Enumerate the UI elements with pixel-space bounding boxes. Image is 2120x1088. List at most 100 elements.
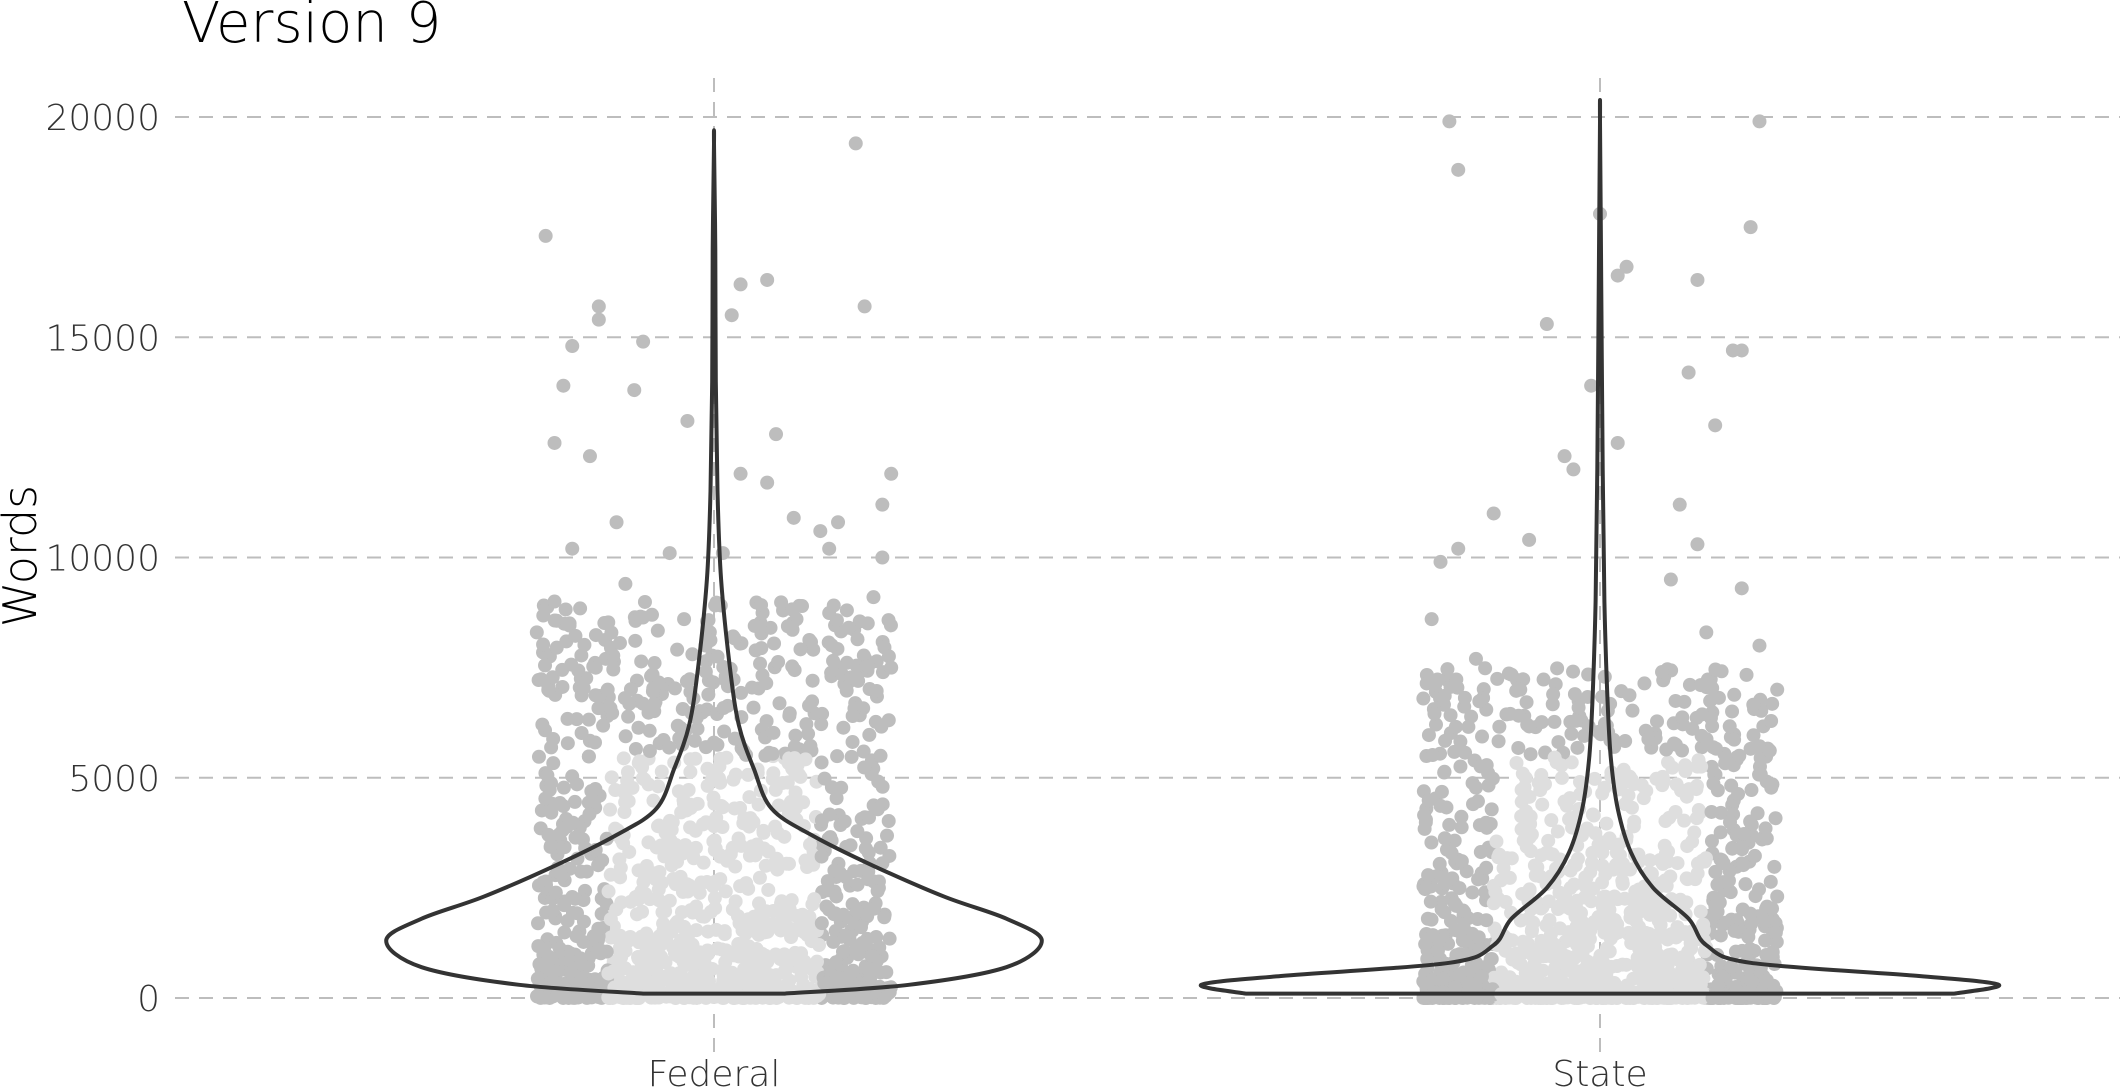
data-point (760, 272, 775, 287)
data-point (748, 848, 763, 863)
data-point (1487, 970, 1502, 985)
data-point (618, 576, 633, 591)
data-point (1417, 821, 1432, 836)
data-point (1665, 760, 1680, 775)
data-point (786, 510, 801, 525)
data-point (850, 632, 865, 647)
data-point (1672, 497, 1687, 512)
data-point (541, 682, 556, 697)
data-point (826, 934, 841, 949)
data-point (630, 889, 645, 904)
data-point (1678, 758, 1693, 773)
data-point (1689, 778, 1704, 793)
data-point (1655, 665, 1670, 680)
data-point (588, 628, 603, 643)
data-point (698, 664, 713, 679)
data-point (1692, 957, 1707, 972)
data-point (531, 939, 546, 954)
data-point (1499, 707, 1514, 722)
data-point (1543, 846, 1558, 861)
data-point (609, 515, 624, 530)
data-point (800, 860, 815, 875)
data-point (850, 877, 865, 892)
data-point (565, 339, 580, 354)
data-point (1602, 902, 1617, 917)
data-point (1535, 797, 1550, 812)
data-point (1710, 783, 1725, 798)
data-point (1471, 872, 1486, 887)
data-point (820, 874, 835, 889)
data-point (1625, 703, 1640, 718)
data-point (830, 749, 845, 764)
data-point (814, 813, 829, 828)
data-point (1745, 975, 1760, 990)
data-point (1454, 809, 1469, 824)
data-point (1470, 794, 1485, 809)
data-point (616, 836, 631, 851)
chart-title: Version 9 (182, 0, 441, 56)
data-point (867, 901, 882, 916)
data-point (1618, 734, 1633, 749)
data-point (1486, 896, 1501, 911)
data-point (603, 912, 618, 927)
data-point (582, 807, 597, 822)
data-point (1537, 777, 1552, 792)
data-point (1765, 901, 1780, 916)
data-point (759, 714, 774, 729)
data-point (1433, 554, 1448, 569)
data-point (637, 594, 652, 609)
data-point (536, 608, 551, 623)
data-point (1483, 816, 1498, 831)
data-point (713, 848, 728, 863)
data-point (1735, 902, 1750, 917)
data-point (547, 974, 562, 989)
data-point (1585, 845, 1600, 860)
data-point (1642, 853, 1657, 868)
data-point (1668, 693, 1683, 708)
data-point (1417, 808, 1432, 823)
data-point (664, 858, 679, 873)
data-point (553, 866, 568, 881)
data-point (1750, 806, 1765, 821)
data-point (546, 756, 561, 771)
data-point (1545, 697, 1560, 712)
data-point (1433, 988, 1448, 1003)
data-point (633, 609, 648, 624)
data-point (881, 613, 896, 628)
data-point (652, 893, 667, 908)
data-point (650, 939, 665, 954)
data-point (814, 916, 829, 931)
data-point (820, 976, 835, 991)
data-point (875, 550, 890, 565)
data-point (534, 672, 549, 687)
data-point (882, 848, 897, 863)
data-point (802, 909, 817, 924)
data-point (714, 798, 729, 813)
data-point (680, 413, 695, 428)
y-tick-label: 5000 (68, 759, 160, 800)
data-point (692, 885, 707, 900)
data-point (758, 858, 773, 873)
data-point (574, 648, 589, 663)
data-point (780, 923, 795, 938)
data-point (873, 748, 888, 763)
data-point (727, 948, 742, 963)
data-point (707, 763, 722, 778)
data-point (654, 764, 669, 779)
data-point (1504, 667, 1519, 682)
data-point (1649, 909, 1664, 924)
data-point (1451, 162, 1466, 177)
data-point (1478, 661, 1493, 676)
data-point (884, 660, 899, 675)
data-point (1501, 932, 1516, 947)
data-point (1440, 662, 1455, 677)
data-point (1765, 777, 1780, 792)
data-point (1437, 831, 1452, 846)
data-point (1561, 925, 1576, 940)
data-point (1736, 858, 1751, 873)
data-point (1744, 783, 1759, 798)
data-point (662, 740, 677, 755)
violins (384, 97, 2001, 996)
data-point (1725, 841, 1740, 856)
jitter-points (529, 114, 1785, 1005)
